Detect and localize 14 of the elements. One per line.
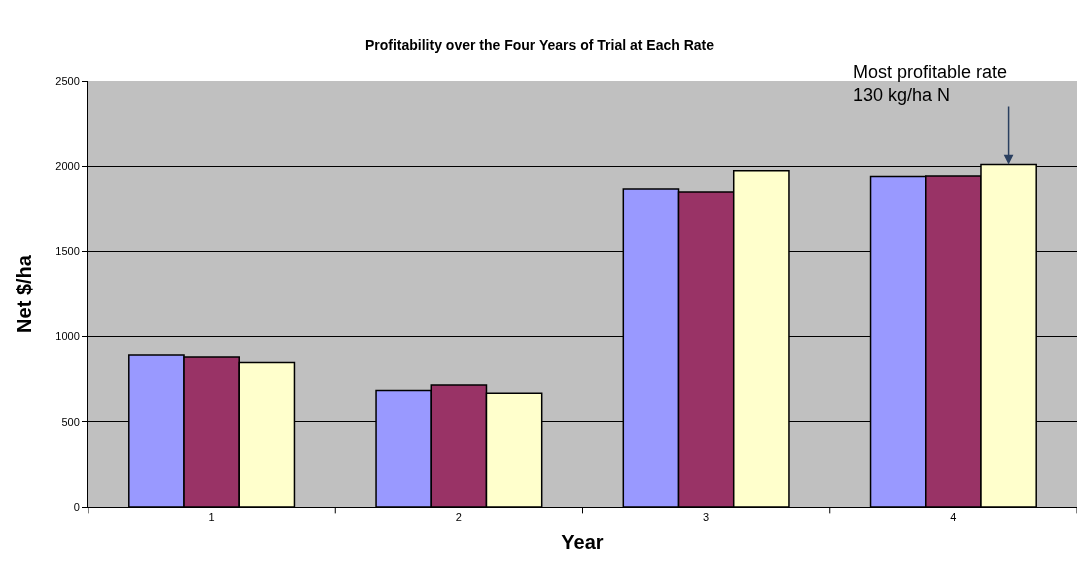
y-tick-label: 500 bbox=[61, 415, 80, 428]
x-tick-label: 2 bbox=[455, 511, 462, 524]
chart-title: Profitability over the Four Years of Trial at Each Rate bbox=[364, 36, 715, 53]
x-tick-label: 1 bbox=[208, 511, 215, 524]
y-tick-label: 0 bbox=[73, 500, 80, 513]
y-axis-title: Net $/ha bbox=[12, 254, 35, 333]
y-tick-label: 2500 bbox=[55, 74, 80, 87]
y-tick-label: 1500 bbox=[55, 245, 80, 258]
y-tick-label: 2000 bbox=[55, 160, 80, 173]
annotation: Most profitable rate 130 kg/ha N bbox=[853, 62, 1008, 106]
x-tick-label: 4 bbox=[950, 511, 957, 524]
y-tick-label: 1000 bbox=[55, 330, 80, 343]
x-tick-label: 3 bbox=[703, 511, 710, 524]
x-axis-title: Year bbox=[561, 530, 604, 553]
